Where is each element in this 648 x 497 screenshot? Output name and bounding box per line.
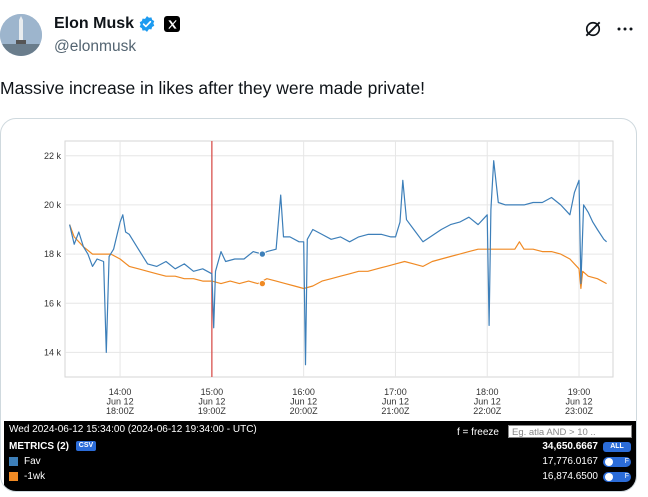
x-tick-label: 19:00Z [198, 406, 227, 416]
avatar-image [0, 14, 42, 56]
metrics-label: METRICS (2) [9, 441, 69, 452]
plot-area [64, 140, 614, 378]
more-icon[interactable] [614, 18, 636, 40]
x-tick-label: Jun 12 [382, 397, 409, 407]
tweet-media-chart[interactable]: 22 k 20 k 18 k 16 k 14 k 14:00 Jun 12 18:00Z 15:… [0, 118, 637, 492]
author-display-name[interactable]: Elon Musk [54, 15, 135, 32]
1wk-swatch [9, 471, 18, 481]
1wk-series-value: 16,874.6500 [542, 471, 598, 482]
x-tick-label: Jun 12 [566, 397, 593, 407]
tweet-header: Elon Musk @elonmusk [0, 0, 648, 66]
y-tick-label: 20 k [44, 200, 62, 210]
author-names: Elon Musk @elonmusk [54, 14, 181, 56]
legend-row-fav[interactable]: Fav 17,776.0167 F [4, 456, 636, 469]
fav-swatch [9, 456, 18, 466]
legend-timestamp: Wed 2024-06-12 15:34:00 (2024-06-12 19:3… [9, 424, 257, 435]
x-tick-label: Jun 12 [198, 397, 225, 407]
author-handle[interactable]: @elonmusk [54, 38, 137, 55]
x-tick-label: 23:00Z [565, 406, 594, 416]
y-tick-label: 22 k [44, 151, 62, 161]
chart-legend: Wed 2024-06-12 15:34:00 (2024-06-12 19:3… [4, 421, 636, 491]
1wk-hover-point [258, 279, 267, 288]
metric-search-input[interactable]: Eg. atla AND > 10 .. [508, 425, 632, 438]
x-tick-label: Jun 12 [107, 397, 134, 407]
legend-metrics-row: METRICS (2) CSV 34,650.6667 ALL [4, 441, 636, 454]
fav-hover-point [258, 250, 267, 258]
x-tick-label: 17:00 [384, 387, 407, 397]
fav-toggle[interactable]: F [603, 457, 631, 467]
x-tick-label: 21:00Z [381, 406, 410, 416]
x-tick-label: 19:00 [568, 387, 591, 397]
freeze-hint: f = freeze [457, 427, 499, 438]
x-tick-label: 20:00Z [290, 406, 319, 416]
series-line-1wk [69, 224, 607, 290]
csv-button[interactable]: CSV [75, 441, 97, 452]
1wk-toggle[interactable]: F [603, 472, 631, 482]
avatar[interactable] [0, 14, 42, 56]
verified-badge-icon[interactable] [138, 15, 156, 33]
metrics-total: 34,650.6667 [542, 441, 598, 452]
x-tick-label: 18:00Z [106, 406, 135, 416]
x-tick-label: 16:00 [292, 387, 315, 397]
x-tick-label: 18:00 [476, 387, 499, 397]
y-tick-label: 18 k [44, 249, 62, 259]
y-tick-label: 16 k [44, 298, 62, 308]
x-tick-label: 15:00 [201, 387, 224, 397]
x-tick-label: 14:00 [109, 387, 132, 397]
fav-series-value: 17,776.0167 [542, 456, 598, 467]
1wk-series-name: -1wk [24, 471, 46, 482]
all-button[interactable]: ALL [603, 442, 631, 452]
tweet-text: Massive increase in likes after they wer… [0, 78, 426, 98]
header-actions [582, 18, 636, 40]
y-tick-label: 14 k [44, 347, 62, 357]
grok-icon[interactable] [582, 18, 604, 40]
legend-row-1wk[interactable]: -1wk 16,874.6500 F [4, 471, 636, 484]
fav-series-name: Fav [24, 456, 41, 467]
x-logo-icon[interactable] [164, 16, 181, 32]
legend-header-row: Wed 2024-06-12 15:34:00 (2024-06-12 19:3… [4, 424, 636, 438]
x-tick-label: Jun 12 [474, 397, 501, 407]
series-line-fav [69, 160, 607, 366]
x-tick-label: Jun 12 [290, 397, 317, 407]
x-tick-label: 22:00Z [473, 406, 502, 416]
